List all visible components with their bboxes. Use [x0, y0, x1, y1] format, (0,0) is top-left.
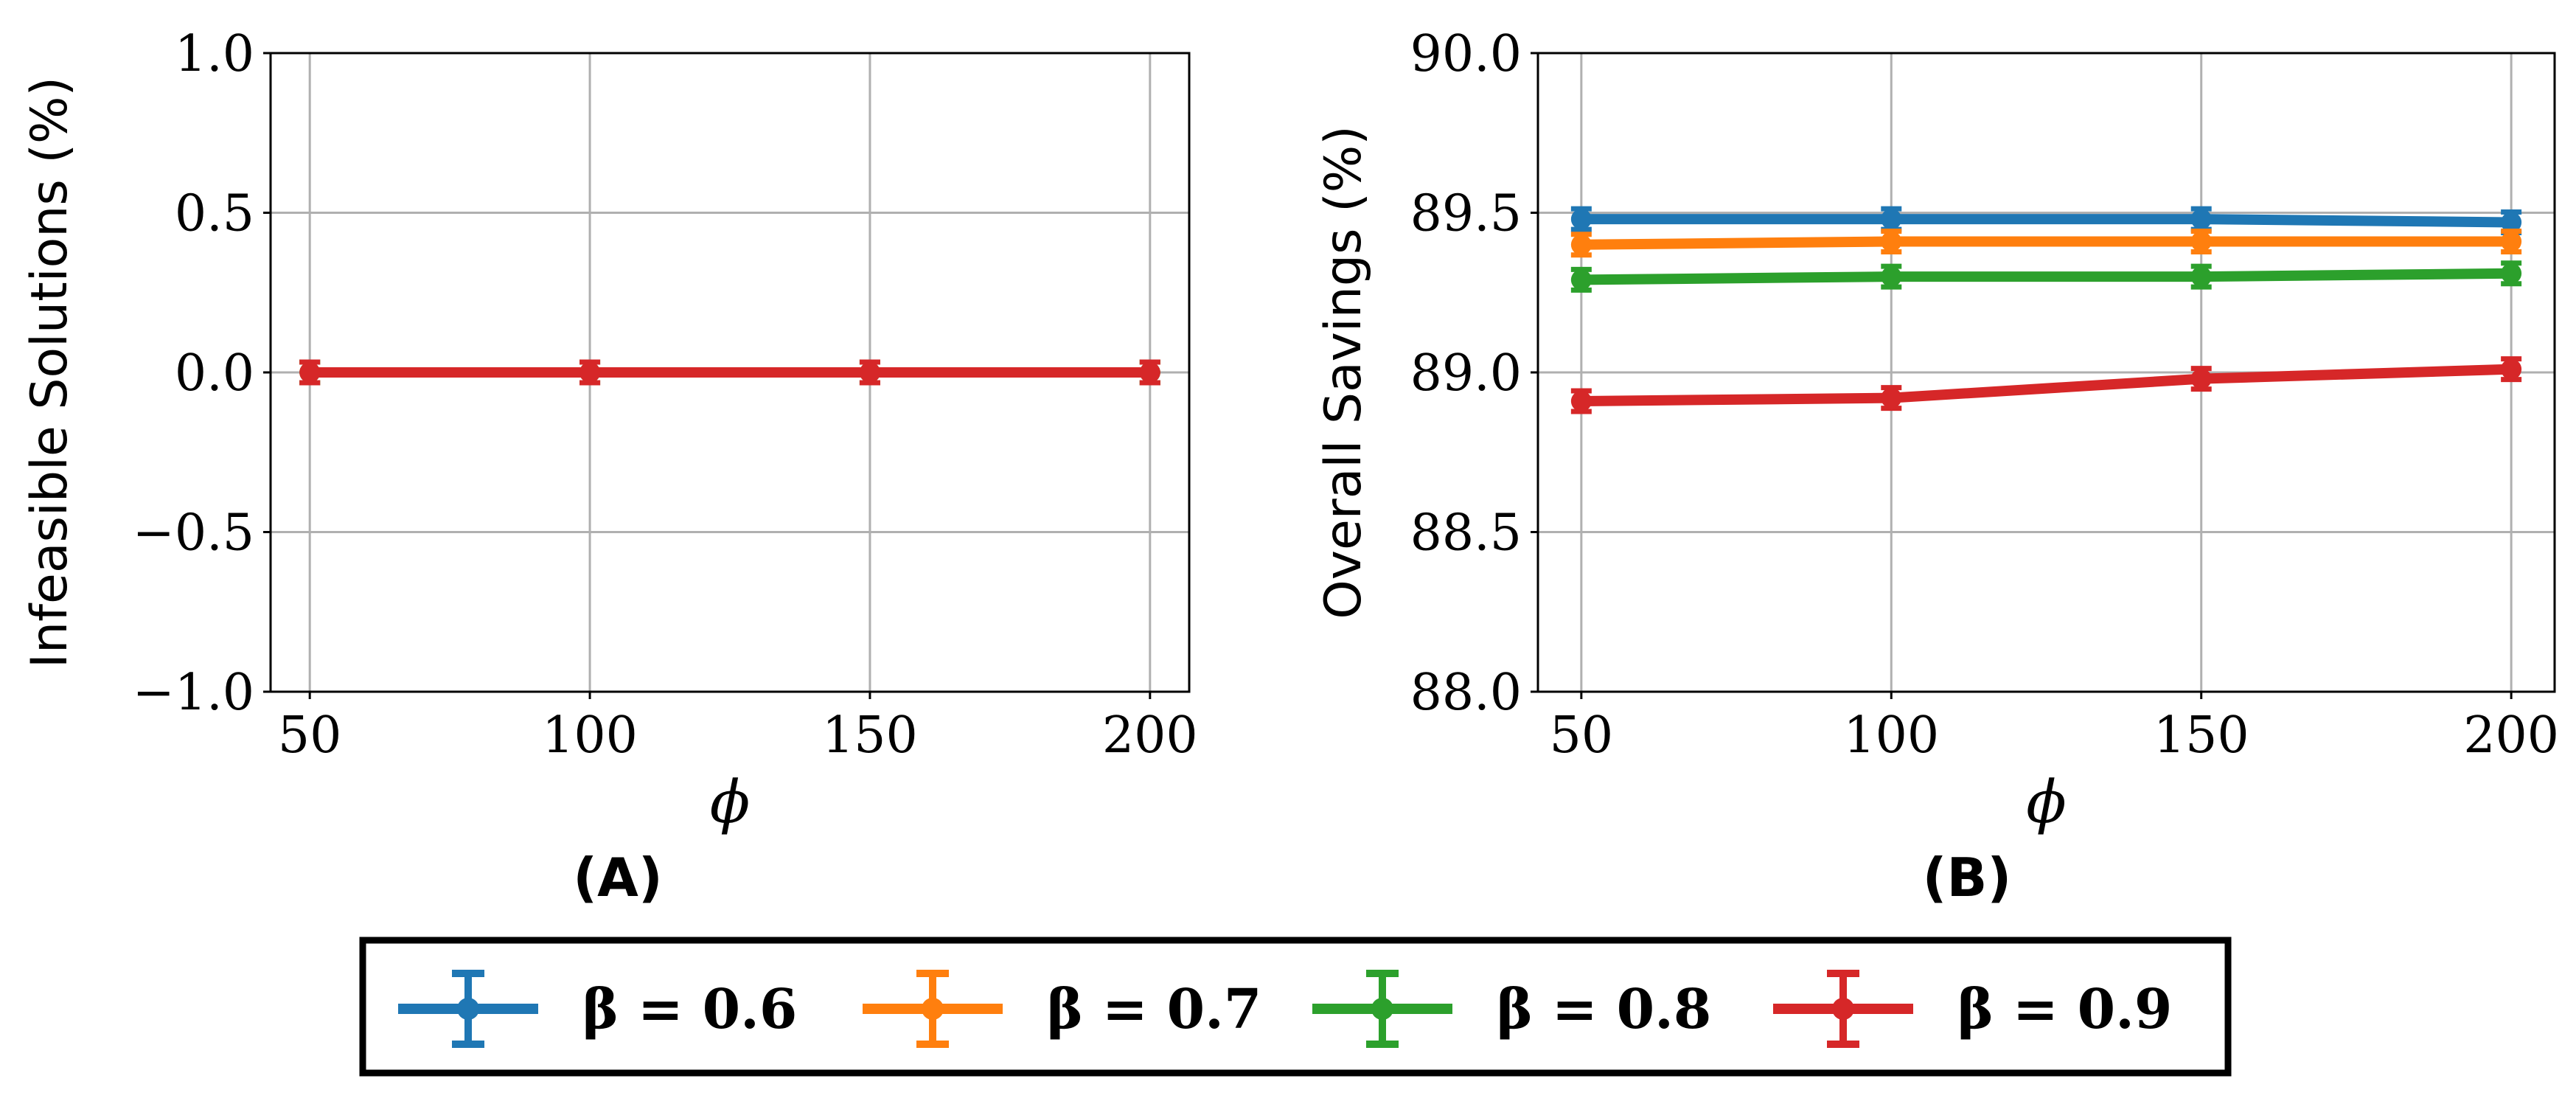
y-tick-label: −1.0 — [133, 664, 254, 722]
data-point-s2-p1 — [1881, 266, 1902, 288]
data-point-s2-p0 — [1570, 269, 1592, 291]
data-point-s3-p0 — [299, 362, 321, 383]
legend-marker-3 — [1832, 998, 1854, 1020]
x-axis-label: ϕ — [2026, 768, 2067, 836]
plot-frame — [1536, 52, 2556, 693]
y-tick-label: 0.5 — [175, 185, 254, 243]
data-point-s3-p3 — [1139, 362, 1160, 383]
data-point-s1-p3 — [2501, 231, 2522, 252]
data-point-s2-p3 — [2501, 263, 2522, 284]
data-point-s3-p2 — [859, 362, 880, 383]
panel-a-infeasible-solutions-chart: −1.0 −0.5 0.0 0.5 1.0 50 100 150 200 Infeasible S… — [21, 25, 1198, 909]
legend-frame — [359, 937, 2232, 1077]
x-tick-label: 200 — [2463, 706, 2559, 765]
data-point-s3-p1 — [1881, 387, 1902, 409]
legend-marker-0 — [457, 998, 479, 1020]
x-axis-label: ϕ — [710, 768, 751, 836]
legend-label: β = 0.7 — [1047, 978, 1261, 1041]
data-point-s3-p2 — [2190, 368, 2212, 389]
legend-marker-2 — [1371, 998, 1393, 1020]
panel-label: (A) — [573, 847, 663, 909]
panel-b-overall-savings-chart: 88.0 88.5 89.0 89.5 90.0 50 100 150 200 Overall S… — [1315, 25, 2559, 909]
x-tick-label: 100 — [1843, 706, 1939, 765]
data-point-s3-p3 — [2501, 358, 2522, 380]
y-axis-label: Overall Savings (%) — [1315, 125, 1373, 619]
data-point-s0-p1 — [1881, 209, 1902, 230]
data-point-s1-p1 — [1881, 231, 1902, 252]
x-tick-label: 50 — [278, 706, 342, 765]
series-line-07 — [1581, 236, 2512, 250]
y-tick-label: 0.0 — [175, 344, 254, 403]
data-point-s0-p2 — [2190, 209, 2212, 230]
series-line-09 — [1581, 364, 2512, 406]
y-tick-label: 88.0 — [1410, 664, 1522, 722]
y-axis-label: Infeasible Solutions (%) — [21, 77, 79, 668]
legend-label: β = 0.8 — [1497, 978, 1711, 1041]
y-tick-label: 88.5 — [1410, 504, 1522, 563]
plot-frame — [269, 52, 1191, 693]
series-line-08 — [1581, 268, 2512, 285]
data-point-s0-p0 — [1570, 209, 1592, 230]
legend-label: β = 0.6 — [582, 978, 797, 1041]
x-tick-label: 150 — [822, 706, 918, 765]
panel-label: (B) — [1923, 847, 2012, 909]
y-tick-label: 1.0 — [175, 25, 254, 83]
x-tick-label: 200 — [1102, 706, 1198, 765]
data-point-s0-p3 — [2501, 212, 2522, 233]
data-point-s1-p2 — [2190, 231, 2212, 252]
data-point-s3-p1 — [579, 362, 601, 383]
x-tick-label: 50 — [1550, 706, 1614, 765]
data-point-s1-p0 — [1570, 234, 1592, 255]
y-tick-label: 89.0 — [1410, 344, 1522, 403]
x-tick-label: 100 — [542, 706, 638, 765]
legend-label: β = 0.9 — [1957, 978, 2172, 1041]
data-point-s2-p2 — [2190, 266, 2212, 288]
y-tick-label: 89.5 — [1410, 185, 1522, 243]
legend-marker-1 — [922, 998, 944, 1020]
data-point-s3-p0 — [1570, 390, 1592, 411]
x-tick-label: 150 — [2154, 706, 2249, 765]
series-line-06 — [1581, 214, 2512, 228]
legend: β = 0.6 β = 0.7 β = 0.8 β = 0.9 — [359, 937, 2232, 1077]
y-tick-label: −0.5 — [133, 504, 254, 563]
y-tick-label: 90.0 — [1410, 25, 1522, 83]
